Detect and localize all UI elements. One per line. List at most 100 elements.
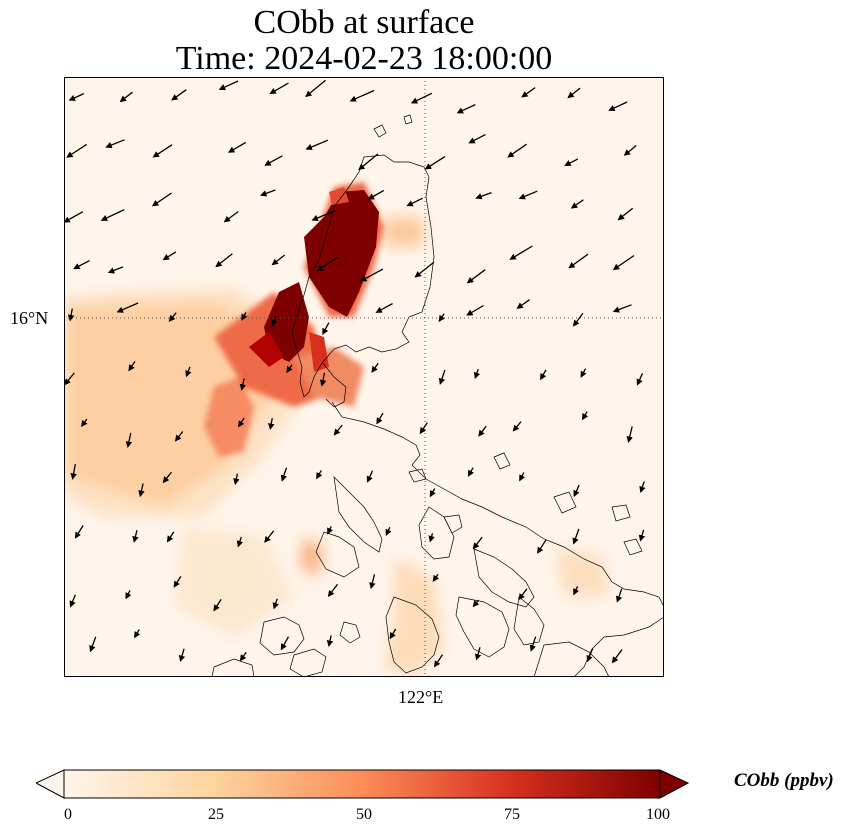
wind-arrow	[260, 189, 276, 197]
wind-arrow	[311, 210, 336, 221]
map-canvas	[64, 77, 664, 677]
wind-arrow	[271, 315, 278, 327]
colorbar-tick: 50	[356, 806, 372, 823]
longitude-tick-label: 122°E	[398, 687, 444, 707]
wind-arrow	[472, 599, 480, 608]
wind-arrow	[474, 647, 482, 661]
wind-arrow	[333, 424, 343, 436]
wind-arrow	[529, 636, 537, 652]
wind-arrow	[269, 82, 289, 95]
wind-arrow	[573, 586, 580, 596]
wind-arrow	[478, 425, 487, 437]
wind-arrow	[138, 483, 145, 498]
wind-arrow	[73, 260, 90, 270]
wind-arrow	[419, 422, 428, 435]
wind-arrow	[128, 360, 136, 372]
wind-arrow	[81, 418, 88, 428]
wind-arrow	[475, 191, 492, 200]
wind-arrow	[171, 89, 187, 101]
wind-arrow	[69, 594, 77, 608]
wind-arrow	[468, 134, 486, 144]
wind-arrow	[151, 192, 172, 207]
wind-arrow	[100, 209, 125, 221]
wind-arrow	[385, 527, 392, 536]
wind-arrow	[376, 412, 384, 425]
wind-arrow	[68, 93, 85, 101]
wind-arrow	[215, 253, 233, 268]
wind-arrow	[218, 80, 239, 91]
gridlines	[64, 77, 664, 677]
concentration-field	[64, 182, 609, 677]
wind-arrow	[173, 576, 182, 588]
map-time-subtitle: Time: 2024-02-23 18:00:00	[175, 40, 553, 77]
wind-arrow	[572, 313, 584, 327]
colorbar-gradient	[63, 769, 661, 799]
wind-arrow	[322, 322, 330, 336]
wind-arrow	[456, 104, 476, 114]
wind-arrow	[369, 574, 376, 590]
wind-arrow	[564, 158, 579, 166]
wind-arrow	[406, 197, 423, 207]
wind-arrow	[326, 635, 334, 647]
wind-arrow	[241, 312, 248, 321]
wind-arrow	[572, 528, 580, 545]
colorbar-tick: 0	[64, 806, 72, 823]
wind-arrow	[375, 303, 393, 313]
wind-arrow	[358, 153, 379, 171]
wind-arrow	[389, 628, 397, 640]
wind-arrow	[185, 366, 192, 378]
colorbar	[36, 769, 690, 799]
wind-arrow	[227, 141, 247, 153]
map-panel[interactable]	[64, 77, 664, 677]
wind-arrow	[316, 470, 323, 480]
wind-arrow	[239, 651, 247, 662]
wind-arrow	[89, 636, 97, 653]
wind-arrow	[467, 467, 474, 477]
wind-arrow	[414, 261, 435, 278]
wind-arrow	[472, 536, 483, 550]
wind-arrow	[125, 590, 132, 600]
wind-arrow	[429, 488, 436, 498]
wind-arrow	[119, 91, 133, 103]
wind-arrow	[233, 473, 240, 486]
wind-arrow	[64, 372, 75, 386]
colorbar-tick: 25	[208, 806, 224, 823]
wind-arrow	[568, 253, 589, 269]
wind-arrow	[174, 431, 184, 442]
wind-arrow	[327, 526, 334, 535]
wind-arrow	[509, 245, 533, 260]
wind-arrow	[617, 207, 634, 221]
colorbar-tick: 100	[646, 806, 670, 823]
wind-arrow	[349, 89, 375, 102]
wind-arrow	[319, 372, 327, 387]
wind-arrow	[360, 268, 384, 282]
wind-arrow	[507, 143, 527, 158]
wind-arrow	[116, 302, 139, 313]
plume-max	[249, 187, 379, 372]
wind-arrow	[125, 432, 133, 448]
coastlines	[211, 114, 664, 677]
wind-arrow	[132, 530, 139, 543]
wind-arrow	[521, 87, 536, 98]
wind-arrow	[168, 312, 177, 322]
wind-arrow	[239, 378, 247, 391]
wind-arrow	[67, 308, 75, 322]
wind-arrow	[612, 254, 635, 271]
wind-arrow	[623, 145, 637, 156]
wind-arrow	[178, 648, 186, 663]
wind-arrow	[466, 304, 484, 316]
wind-arrow	[74, 525, 84, 539]
wind-arrow	[271, 254, 286, 266]
wind-arrow	[428, 533, 435, 543]
wind-arrow	[433, 654, 444, 668]
wind-arrow	[615, 588, 623, 603]
wind-arrow	[107, 266, 124, 274]
wind-arrow	[536, 539, 547, 554]
wind-arrow	[236, 536, 244, 548]
wind-arrow	[272, 598, 279, 610]
wind-arrow	[305, 79, 327, 98]
wind-arrow	[152, 144, 173, 158]
wind-arrow	[438, 313, 445, 322]
wind-vectors	[64, 79, 646, 668]
wind-arrow	[518, 588, 528, 601]
